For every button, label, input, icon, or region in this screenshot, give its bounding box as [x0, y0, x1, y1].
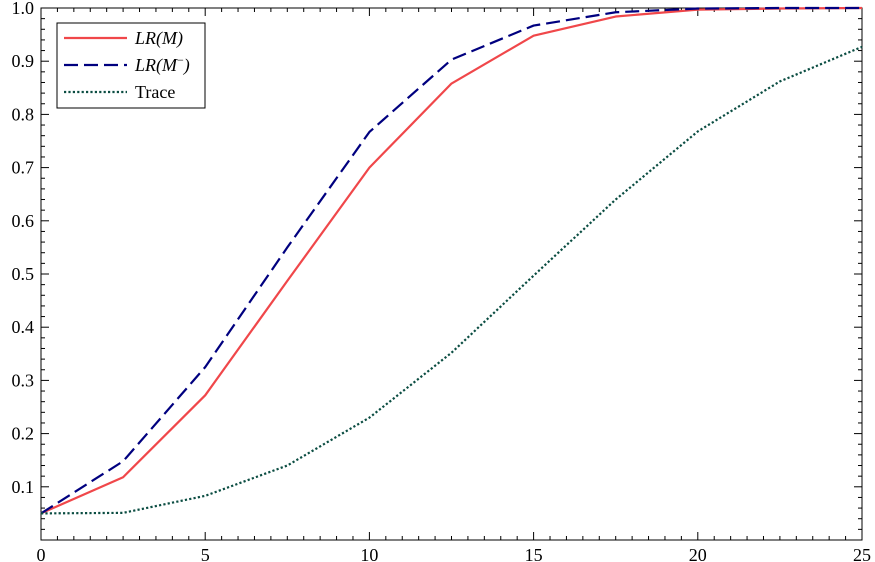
legend-label-3: Trace: [135, 82, 175, 102]
y-tick-label: 0.9: [12, 51, 35, 71]
x-tick-label: 15: [525, 545, 543, 562]
y-tick-label: 0.3: [12, 370, 35, 390]
legend-label-2: LR(M−): [134, 53, 190, 76]
x-tick-label: 10: [360, 545, 378, 562]
y-tick-label: 1.0: [12, 0, 35, 18]
y-tick-label: 0.1: [12, 477, 35, 497]
y-tick-label: 0.4: [12, 317, 35, 337]
y-tick-label: 0.6: [12, 211, 35, 231]
x-tick-label: 20: [689, 545, 707, 562]
x-tick-label: 0: [37, 545, 46, 562]
x-tick-label: 5: [201, 545, 210, 562]
y-tick-label: 0.2: [12, 424, 35, 444]
y-tick-label: 0.7: [12, 158, 35, 178]
y-tick-label: 0.8: [12, 104, 35, 124]
series-line-3: [40, 45, 863, 515]
legend-label-1: LR(M): [134, 28, 183, 49]
y-tick-label: 0.5: [12, 264, 35, 284]
series-line-2: [40, 6, 862, 515]
x-tick-label: 25: [853, 545, 871, 562]
